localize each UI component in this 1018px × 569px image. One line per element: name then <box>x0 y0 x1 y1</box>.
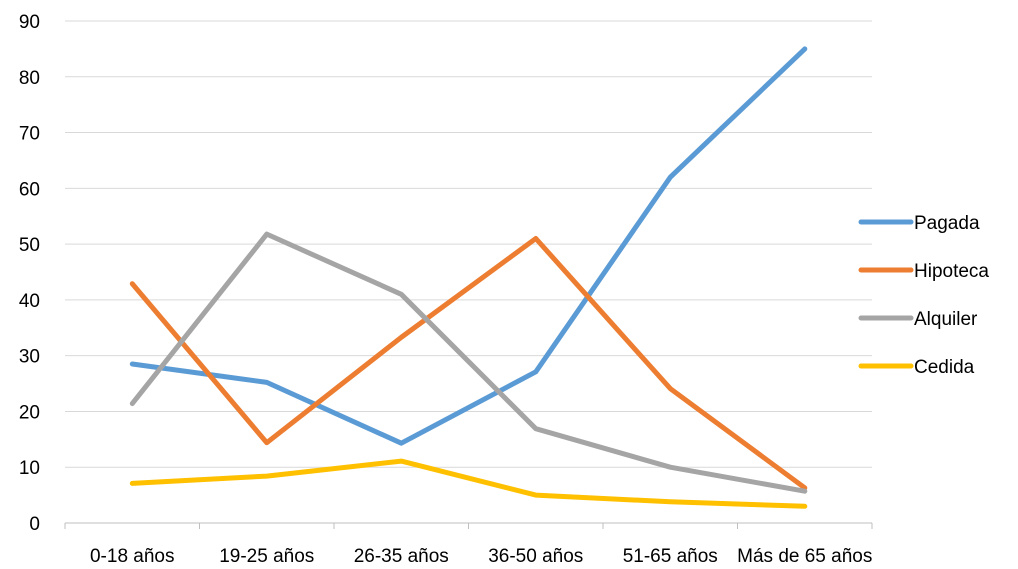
series-lines <box>129 46 808 509</box>
legend-label-pagada: Pagada <box>914 213 980 234</box>
y-tick-label: 60 <box>19 179 40 200</box>
legend-label-alquiler: Alquiler <box>914 309 978 330</box>
x-tick-label: 0-18 años <box>90 546 175 567</box>
legend-label-cedida: Cedida <box>914 357 975 378</box>
series-line-alquiler <box>129 231 808 494</box>
y-tick-label: 50 <box>19 235 40 256</box>
x-tick-label: 36-50 años <box>488 546 583 567</box>
y-tick-label: 0 <box>29 514 40 535</box>
x-axis-tick-labels: 0-18 años 19-25 años 26-35 años 36-50 años 5… <box>90 546 872 567</box>
y-tick-label: 10 <box>19 458 40 479</box>
series-line-hipoteca <box>129 236 808 491</box>
y-tick-label: 30 <box>19 347 40 368</box>
gridlines <box>65 20 872 468</box>
y-axis-tick-labels: 0 10 20 30 40 50 60 70 80 90 <box>19 12 40 535</box>
y-tick-label: 90 <box>19 12 40 33</box>
y-tick-label: 20 <box>19 402 40 423</box>
x-tick-label: 26-35 años <box>354 546 449 567</box>
x-tick-label: 51-65 años <box>623 546 718 567</box>
series-line-pagada <box>129 46 808 446</box>
legend-label-hipoteca: Hipoteca <box>914 261 989 282</box>
y-tick-label: 40 <box>19 291 40 312</box>
legend: Pagada Hipoteca Alquiler Cedida <box>858 213 989 378</box>
x-tick-label: Más de 65 años <box>737 546 872 567</box>
series-line-cedida <box>129 458 808 509</box>
y-tick-label: 70 <box>19 124 40 145</box>
axes <box>64 522 873 529</box>
y-tick-label: 80 <box>19 68 40 89</box>
x-tick-label: 19-25 años <box>219 546 314 567</box>
